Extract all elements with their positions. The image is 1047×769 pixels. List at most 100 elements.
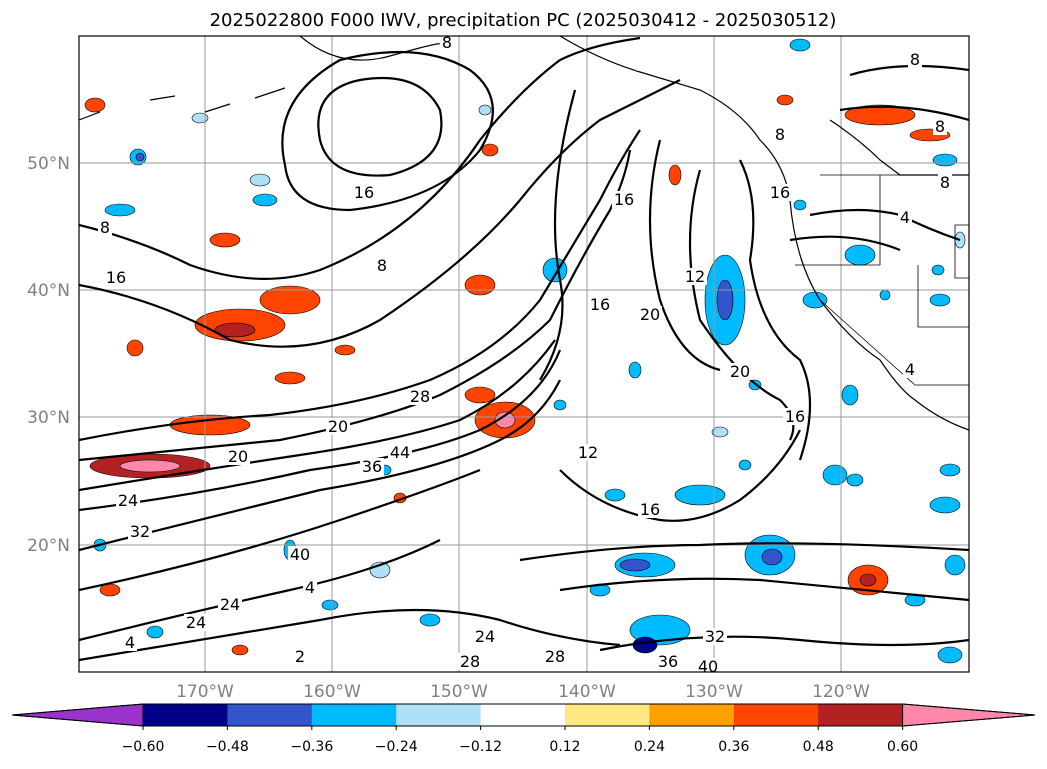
contour-label: 16 [770, 183, 790, 202]
colorbar-tick-label: 0.12 [549, 739, 580, 755]
precipitation-patch [841, 384, 859, 406]
colorbar-tick-label: −0.12 [459, 739, 502, 755]
contour-label: 2 [295, 647, 305, 666]
lat-label: 30°N [27, 408, 70, 428]
contour-label: 40 [290, 545, 310, 564]
contour-label-bg [543, 648, 567, 665]
precipitation-patch [214, 322, 256, 338]
precipitation-patch [929, 496, 961, 514]
colorbar-swatch [565, 704, 650, 726]
contour-label: 12 [685, 267, 705, 286]
contour-label: 16 [640, 500, 660, 519]
precipitation-patch [249, 173, 271, 187]
map-panel: 8168816161612816420201612162028202432364… [78, 35, 970, 676]
precipitation-patch [126, 339, 144, 357]
colorbar-tick-label: 0.60 [887, 739, 918, 755]
contour-label-bg [612, 191, 636, 208]
contour-label-bg [638, 306, 662, 323]
contour-label: 36 [658, 652, 678, 671]
map-background [79, 36, 969, 672]
precipitation-patch [209, 232, 241, 248]
colorbar-tick-label: 0.36 [718, 739, 749, 755]
precipitation-patch [859, 573, 877, 587]
precipitation-patch [674, 484, 726, 506]
colorbar-swatch [227, 704, 313, 726]
lon-label: 160°W [303, 682, 361, 702]
precipitation-patch [711, 426, 729, 438]
contour-label-bg [783, 408, 807, 425]
colorbar-swatch [733, 704, 819, 726]
precipitation-patch [776, 94, 794, 106]
precipitation-patch [553, 399, 567, 411]
precipitation-patch [252, 193, 278, 207]
colorbar-tick-label: −0.48 [206, 739, 249, 755]
contour-label-bg [128, 523, 152, 540]
precipitation-patch [464, 386, 496, 404]
precipitation-patch [619, 558, 651, 572]
precipitation-patch [793, 199, 807, 211]
contour-label: 4 [905, 360, 915, 379]
contour-label-bg [408, 388, 432, 405]
colorbar-tick-label: −0.36 [290, 739, 333, 755]
colorbar-swatch [311, 704, 397, 726]
colorbar-tick-label: −0.24 [375, 739, 418, 755]
precipitation-patch [259, 285, 321, 315]
lon-label: 130°W [685, 682, 743, 702]
precipitation-patch [419, 613, 441, 627]
colorbar-swatch [818, 704, 904, 726]
contour-label: 20 [228, 447, 248, 466]
contour-label-bg [388, 444, 412, 461]
colorbar-swatch [143, 704, 228, 726]
colorbar-tick-label: 0.48 [803, 739, 834, 755]
contour-label-bg [123, 634, 137, 651]
precipitation-patch [494, 411, 516, 429]
precipitation-patch [668, 164, 682, 186]
contour-label: 24 [475, 627, 495, 646]
contour-label-bg [226, 448, 250, 465]
map-frame [78, 35, 970, 673]
contour-label-bg [360, 458, 384, 475]
contour-label: 4 [305, 578, 315, 597]
precipitation-patch [929, 293, 951, 307]
precipitation-patch [104, 203, 136, 217]
contour-label-bg [458, 653, 482, 670]
latitude-labels: 50°N 40°N 30°N 20°N [27, 154, 70, 556]
contour-label-bg [638, 501, 662, 518]
colorbar-swatch [396, 704, 482, 726]
contour-label: 16 [354, 183, 374, 202]
colorbar-swatch [480, 704, 566, 726]
contour-label: 16 [590, 295, 610, 314]
contour-label: 32 [705, 627, 725, 646]
precipitation-patch [84, 97, 106, 113]
contour-label-bg [898, 209, 912, 226]
contour-label-bg [293, 648, 307, 665]
precipitation-patch [334, 344, 356, 356]
contour-label: 8 [910, 50, 920, 69]
precipitation-patch [191, 112, 209, 124]
precipitation-patch [478, 104, 492, 116]
contour-label-bg [98, 219, 112, 236]
precipitation-patch [119, 459, 181, 473]
contour-label: 12 [578, 443, 598, 462]
precipitation-patch [822, 464, 848, 486]
contour-label-bg [908, 51, 922, 68]
contour-label: 40 [698, 657, 718, 676]
precipitation-patch [802, 291, 828, 309]
contour-label: 16 [785, 407, 805, 426]
contour-label: 16 [106, 268, 126, 287]
contour-label-bg [588, 296, 612, 313]
gridlines [79, 36, 969, 672]
contour-label: 32 [130, 522, 150, 541]
precipitation-patch [879, 289, 891, 301]
contour-label: 24 [118, 491, 138, 510]
lon-label: 170°W [176, 682, 234, 702]
longitude-labels: 170°W 160°W 150°W 140°W 130°W 120°W [176, 682, 870, 702]
contour-label: 8 [775, 125, 785, 144]
contour-label-bg [218, 596, 242, 613]
precipitation-patch [464, 274, 496, 296]
lon-label: 120°W [812, 682, 870, 702]
precipitation-patch [321, 599, 339, 611]
colorbar-tick-label: 0.24 [634, 739, 665, 755]
precipitation-patch [939, 463, 961, 477]
